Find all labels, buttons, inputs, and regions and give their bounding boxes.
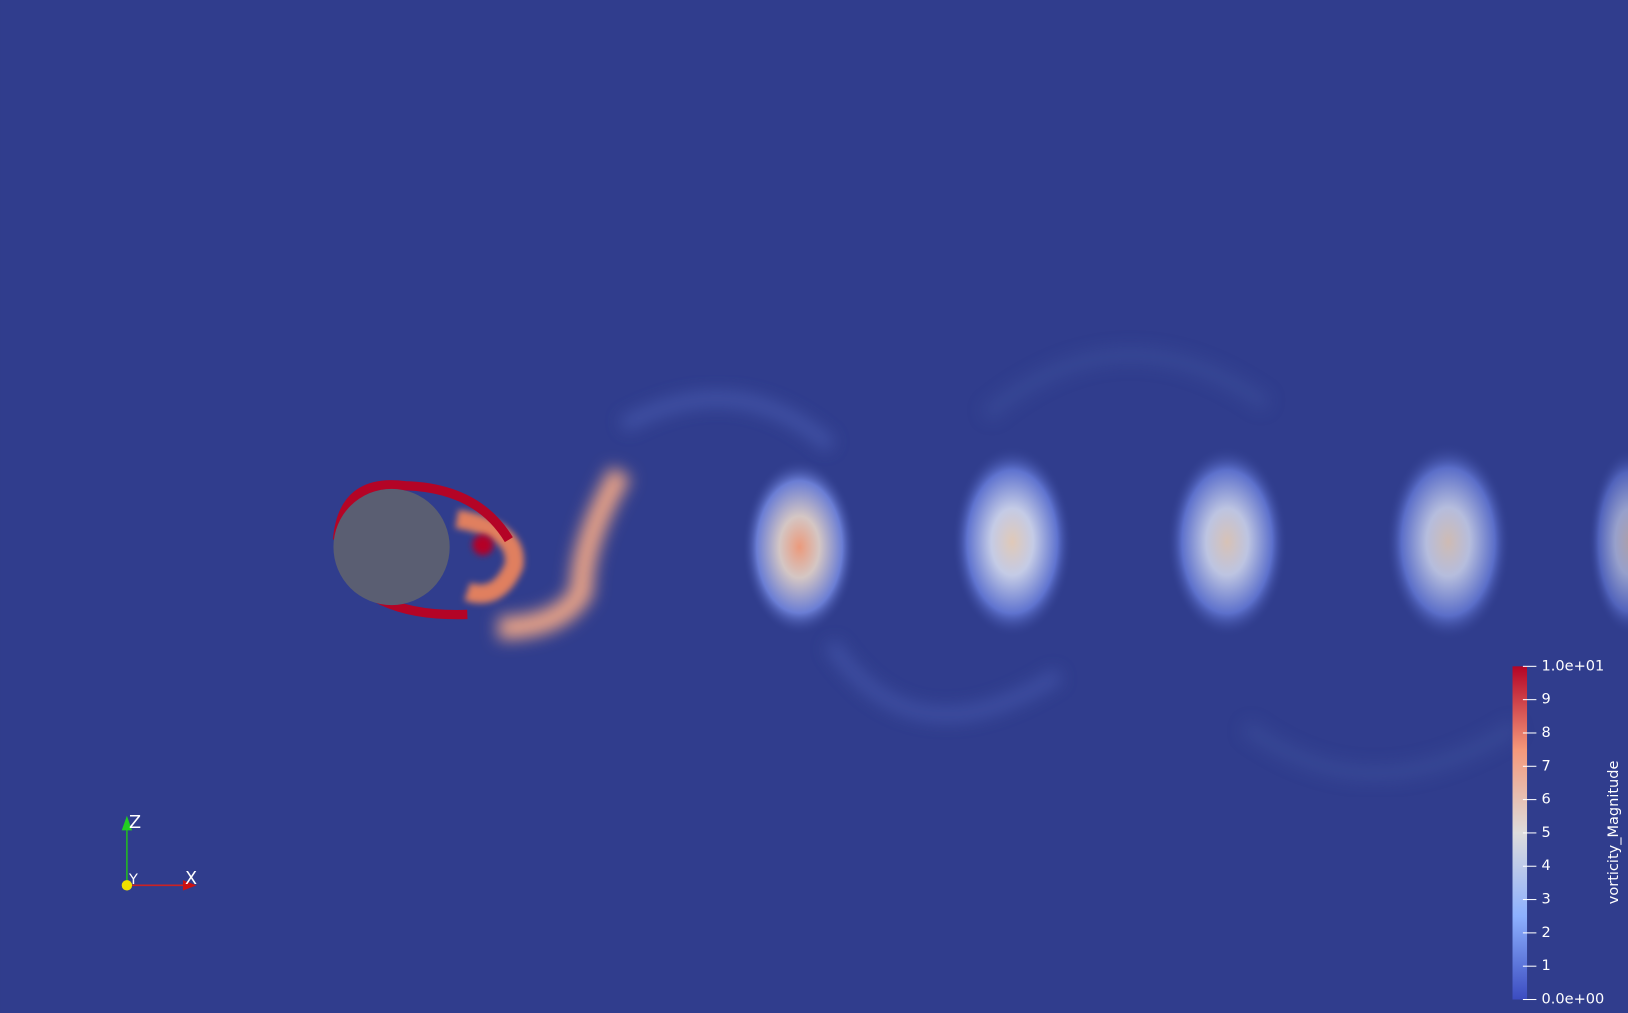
axes-widget: Z Y X xyxy=(121,813,197,891)
tick-label: 8 xyxy=(1542,725,1551,741)
tick-label: 1.0e+01 xyxy=(1542,658,1605,674)
axis-label: Z xyxy=(129,813,141,833)
tick-label: 6 xyxy=(1542,792,1551,808)
axis-label: X xyxy=(185,869,197,889)
cylinder xyxy=(333,488,450,606)
tick-label: 3 xyxy=(1542,892,1551,908)
wake xyxy=(332,348,1628,781)
tick-label: 7 xyxy=(1542,758,1551,774)
tick-label: 0.0e+00 xyxy=(1542,992,1605,1008)
tick-label: 4 xyxy=(1542,858,1551,874)
color-bar-title: vorticity_Magnitude xyxy=(1606,761,1622,905)
tick-label: 9 xyxy=(1542,692,1551,708)
axis-label: Y xyxy=(128,872,138,888)
tick-label: 2 xyxy=(1542,925,1551,941)
tick-label: 1 xyxy=(1542,958,1551,974)
color-bar xyxy=(1512,666,1528,1000)
tick-label: 5 xyxy=(1542,825,1551,841)
